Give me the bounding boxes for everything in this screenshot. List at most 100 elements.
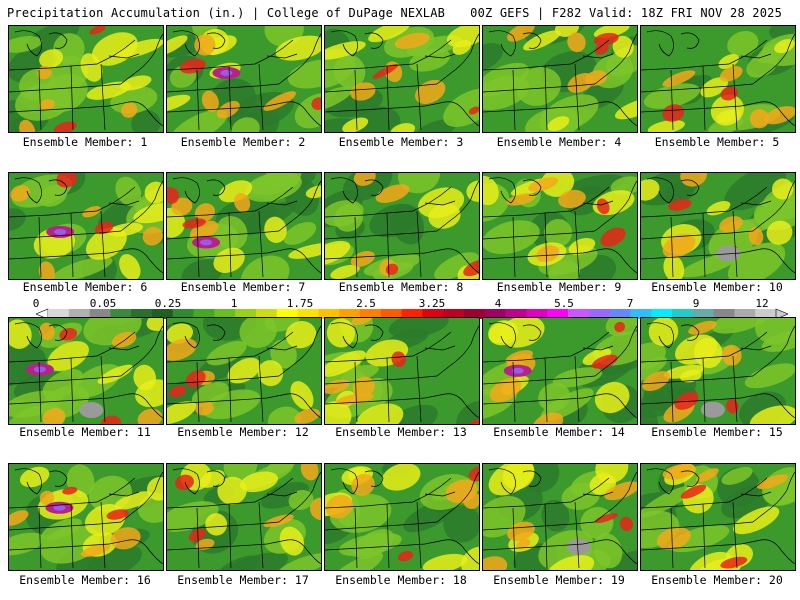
precip-contour (593, 32, 619, 46)
precip-contour (342, 117, 369, 132)
precip-contour (53, 121, 77, 132)
precip-contour (663, 254, 685, 279)
map-boundary (641, 83, 754, 93)
map-boundary (286, 539, 321, 565)
map-boundary (266, 53, 298, 59)
map-boundary (752, 180, 795, 232)
precip-contour (213, 247, 245, 273)
precip-contour (38, 261, 55, 279)
map-boundary (386, 503, 390, 569)
precip-contour (227, 357, 261, 384)
precip-contour (546, 555, 595, 570)
map-boundary (48, 470, 68, 487)
precip-contour (414, 79, 446, 104)
ensemble-panel-5 (640, 25, 796, 133)
precip-contour (185, 370, 206, 388)
ensemble-panel-16 (8, 463, 164, 571)
precip-contour (463, 259, 479, 277)
precip-contour (721, 466, 753, 485)
map-boundary (286, 248, 321, 274)
precip-contour (110, 527, 141, 550)
precip-contour (200, 239, 213, 246)
map-boundary (330, 322, 358, 349)
map-boundary (483, 521, 596, 531)
map-boundary (416, 210, 422, 278)
map-boundary (70, 212, 74, 278)
ensemble-panel-15 (640, 317, 796, 425)
colorbar-swatch (505, 309, 527, 319)
precip-contour (115, 176, 142, 207)
precip-contour (42, 408, 66, 424)
map-boundary (9, 230, 122, 240)
precip-contour (507, 26, 535, 42)
precip-contour (582, 348, 612, 366)
precip-map-18 (325, 464, 479, 570)
map-boundary (594, 471, 637, 523)
map-boundary (670, 69, 674, 131)
precip-contour (325, 240, 351, 266)
ensemble-member-label: Ensemble Member: 12 (177, 425, 309, 439)
precip-contour (215, 215, 248, 251)
map-boundary (760, 539, 795, 565)
map-boundary (574, 210, 580, 278)
map-boundary (330, 468, 358, 495)
map-boundary (206, 179, 226, 196)
map-boundary (488, 468, 516, 495)
precip-map-20 (641, 464, 795, 570)
precip-contour (216, 101, 240, 119)
precip-contour (264, 26, 304, 47)
precip-contour (716, 245, 741, 262)
map-boundary (641, 521, 754, 531)
map-boundary (196, 216, 200, 278)
map-boundary (424, 200, 456, 206)
map-boundary (38, 69, 42, 131)
precip-contour (726, 398, 739, 414)
precip-contour (456, 400, 479, 424)
map-boundary (602, 393, 637, 419)
precip-map-12 (167, 318, 321, 424)
precip-contour (721, 344, 742, 366)
precip-contour (694, 337, 723, 368)
map-boundary (278, 325, 321, 377)
ensemble-panel-3 (324, 25, 480, 133)
precip-contour (115, 38, 163, 59)
precip-contour (326, 318, 355, 348)
ensemble-panel-10 (640, 172, 796, 280)
map-boundary (14, 30, 42, 57)
map-boundary (670, 216, 674, 278)
map-boundary (444, 101, 479, 127)
map-boundary (436, 180, 479, 232)
precip-contour (39, 490, 55, 505)
map-boundary (108, 53, 140, 59)
ensemble-panel-9 (482, 172, 638, 280)
precip-contour (169, 385, 187, 398)
map-boundary (424, 491, 456, 497)
precip-contour (668, 199, 692, 211)
map-boundary (167, 393, 288, 405)
precip-contour (144, 181, 163, 204)
map-boundary (416, 501, 422, 569)
map-boundary (196, 361, 200, 423)
map-boundary (732, 501, 738, 569)
colorbar-tick-label: 9 (692, 297, 700, 310)
map-boundary (172, 30, 200, 57)
precip-contour (195, 538, 215, 550)
precip-contour (452, 39, 472, 55)
map-boundary (680, 324, 700, 341)
colorbar-swatch (110, 309, 132, 319)
precip-contour (536, 245, 560, 263)
precip-contour (220, 69, 233, 76)
map-boundary (354, 69, 358, 131)
precip-contour (38, 99, 56, 110)
precip-colorbar (36, 308, 788, 320)
precip-contour (516, 67, 562, 106)
precip-map-3 (325, 26, 479, 132)
precip-contour (80, 53, 103, 82)
map-boundary (522, 470, 542, 487)
map-boundary (670, 507, 674, 569)
precip-contour (541, 499, 570, 532)
map-boundary (641, 393, 762, 405)
map-boundary (167, 477, 294, 509)
precip-contour (414, 119, 457, 132)
map-boundary (228, 503, 232, 569)
